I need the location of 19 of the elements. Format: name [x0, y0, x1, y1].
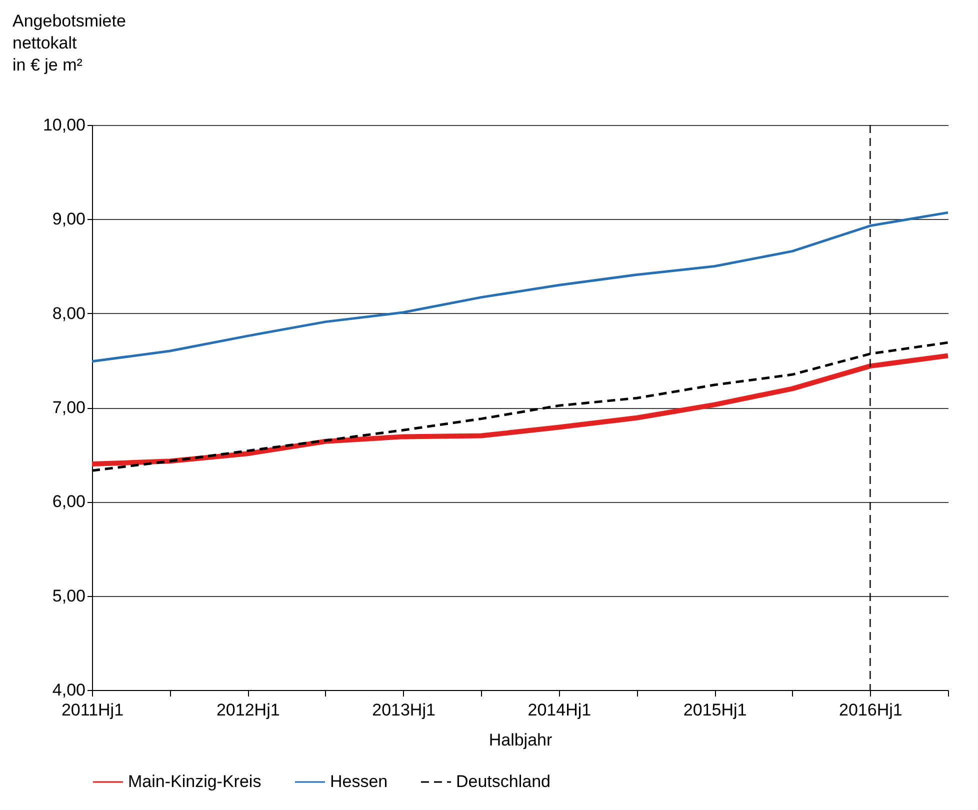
x-tick-label: 2015Hj1: [683, 700, 747, 720]
y-tick-label: 4,00: [52, 680, 86, 700]
y-tick-label: 8,00: [52, 304, 86, 323]
y-axis-title: Angebotsmiete nettokalt in € je m²: [12, 12, 126, 74]
y-tick-label: 5,00: [52, 586, 86, 606]
y-tick-label: 10,00: [42, 116, 86, 134]
y-tick-label: 7,00: [52, 398, 86, 417]
x-tick-label: 2016Hj1: [839, 700, 902, 720]
legend-label: Hessen: [330, 772, 388, 791]
y-tick-label: 9,00: [52, 210, 86, 229]
legend-label: Deutschland: [456, 772, 551, 791]
legend-label: Main-Kinzig-Kreis: [128, 772, 262, 791]
x-tick-label: 2012Hj1: [216, 700, 280, 720]
x-axis-title: Halbjahr: [488, 730, 552, 750]
line-series: [90, 211, 950, 363]
y-tick-label: 6,00: [52, 492, 86, 512]
x-tick-label: 2011Hj1: [61, 700, 124, 720]
x-tick-label: 2013Hj1: [372, 700, 436, 720]
x-tick-label: 2014Hj1: [528, 700, 592, 720]
